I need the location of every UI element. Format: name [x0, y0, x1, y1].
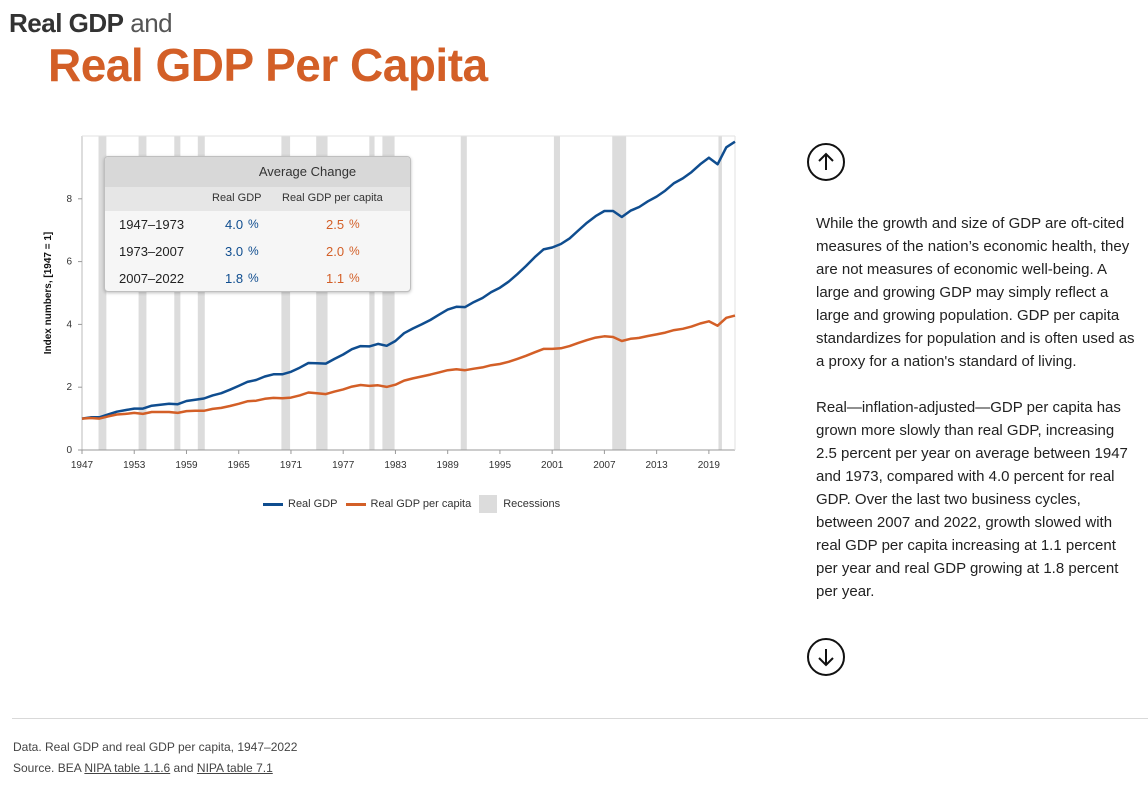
legend-real-gdp-per-capita[interactable]: Real GDP per capita — [345, 498, 472, 510]
row-gdp-pct: % — [248, 217, 259, 231]
recession-band — [281, 136, 291, 450]
y-tick-label: 2 — [66, 382, 72, 393]
title-part1: Real GDP — [9, 8, 124, 38]
average-change-title: Average Change — [105, 157, 410, 187]
legend-per-capita-swatch — [345, 502, 366, 506]
real-gdp-line — [81, 140, 736, 420]
row-gdp-pct: % — [248, 271, 259, 285]
series-lines — [81, 140, 736, 420]
nipa-table-7-1-link[interactable]: NIPA table 7.1 — [196, 761, 273, 775]
x-tick-label: 2007 — [593, 460, 616, 471]
row-gdp-value: 3.0 — [225, 244, 244, 259]
x-tick-label: 1959 — [175, 460, 198, 471]
x-tick-label: 2019 — [698, 460, 721, 471]
footer: Data. Real GDP and real GDP per capita, … — [13, 737, 297, 779]
x-tick-label: 1953 — [123, 460, 146, 471]
y-tick-label: 4 — [66, 319, 72, 330]
chart-axes: 0 2 4 6 8 1947 1953 1959 1965 1971 1977 1983 1989 199… — [43, 135, 736, 471]
row-gdp-value: 4.0 — [225, 217, 244, 232]
average-change-table: Average Change Real GDP Real GDP per cap… — [104, 156, 411, 292]
row-gdp-value: 1.8 — [225, 271, 244, 286]
x-tick-label: 1965 — [228, 460, 251, 471]
x-tick-label: 1947 — [71, 460, 94, 471]
row-pc-pct: % — [349, 271, 360, 285]
col-real-gdp-per-capita: Real GDP per capita — [282, 192, 383, 204]
footer-divider — [12, 718, 1148, 719]
footer-and: and — [170, 761, 197, 775]
legend-real-gdp-swatch — [263, 502, 283, 506]
title-line: Real GDP and — [9, 8, 173, 39]
recession-band — [138, 136, 147, 450]
title-part2: and — [130, 8, 173, 38]
x-tick-label: 1971 — [280, 460, 303, 471]
y-tick-label: 8 — [66, 194, 72, 205]
side-narrative: While the growth and size of GDP are oft… — [816, 212, 1136, 626]
legend-per-capita-label: Real GDP per capita — [370, 498, 472, 510]
narrative-paragraph-2: Real—inflation-adjusted—GDP per capita h… — [816, 399, 1128, 600]
scroll-up-button[interactable] — [807, 143, 845, 181]
recession-band — [718, 136, 722, 450]
narrative-paragraph-1: While the growth and size of GDP are oft… — [816, 215, 1135, 370]
y-axis-title: Index numbers, [1947 = 1] — [43, 232, 54, 355]
y-tick-label: 0 — [66, 445, 72, 456]
footer-data-line: Data. Real GDP and real GDP per capita, … — [13, 740, 298, 754]
x-tick-label: 1977 — [332, 460, 355, 471]
row-pc-pct: % — [349, 217, 360, 231]
page-title: Real GDP Per Capita — [48, 39, 488, 91]
legend-real-gdp-label: Real GDP — [288, 498, 338, 510]
row-gdp-pct: % — [248, 244, 259, 258]
real-gdp-per-capita-line — [81, 314, 736, 420]
x-tick-label: 2001 — [541, 460, 564, 471]
x-tick-label: 2013 — [646, 460, 669, 471]
nipa-table-1-1-6-link[interactable]: NIPA table 1.1.6 — [84, 761, 171, 775]
row-pc-value: 2.0 — [326, 244, 345, 259]
gdp-line-chart: 0 2 4 6 8 1947 1953 1959 1965 1971 1977 1983 1989 199… — [43, 135, 736, 471]
row-pc-value: 1.1 — [326, 271, 345, 286]
legend-recessions[interactable]: Recessions — [479, 495, 560, 513]
legend-real-gdp[interactable]: Real GDP — [263, 498, 338, 510]
x-tick-label: 1989 — [437, 460, 460, 471]
legend-recessions-swatch — [479, 495, 498, 513]
recession-band — [460, 136, 467, 450]
recession-band — [553, 136, 560, 450]
chart-legend: Real GDP Real GDP per capita Recessions — [263, 495, 568, 513]
table-row: 1947–1973 4.0 % 2.5 % — [105, 211, 410, 238]
recession-band — [98, 136, 107, 450]
footer-source-prefix: Source. BEA — [13, 761, 85, 775]
row-pc-value: 2.5 — [326, 217, 345, 232]
footer-source-line: Source. BEA NIPA table 1.1.6 and NIPA ta… — [13, 758, 297, 779]
recession-band — [174, 136, 181, 450]
x-tick-label: 1995 — [489, 460, 512, 471]
row-period: 1973–2007 — [119, 244, 185, 259]
arrow-up-icon — [818, 152, 834, 170]
legend-recessions-label: Recessions — [503, 498, 561, 510]
recession-bands — [98, 136, 722, 450]
recession-band — [369, 136, 375, 450]
row-pc-pct: % — [349, 244, 360, 258]
recession-band — [197, 136, 205, 450]
col-real-gdp: Real GDP — [212, 192, 262, 204]
x-tick-label: 1983 — [384, 460, 407, 471]
table-row: 1973–2007 3.0 % 2.0 % — [105, 238, 410, 265]
scroll-down-button[interactable] — [807, 638, 845, 676]
recession-band — [316, 136, 328, 450]
table-row: 2007–2022 1.8 % 1.1 % — [105, 265, 410, 291]
y-tick-label: 6 — [66, 257, 72, 268]
row-period: 2007–2022 — [119, 271, 185, 286]
recession-band — [612, 136, 627, 450]
average-change-header: Real GDP Real GDP per capita — [105, 187, 410, 211]
row-period: 1947–1973 — [119, 217, 185, 232]
arrow-down-icon — [818, 649, 834, 667]
